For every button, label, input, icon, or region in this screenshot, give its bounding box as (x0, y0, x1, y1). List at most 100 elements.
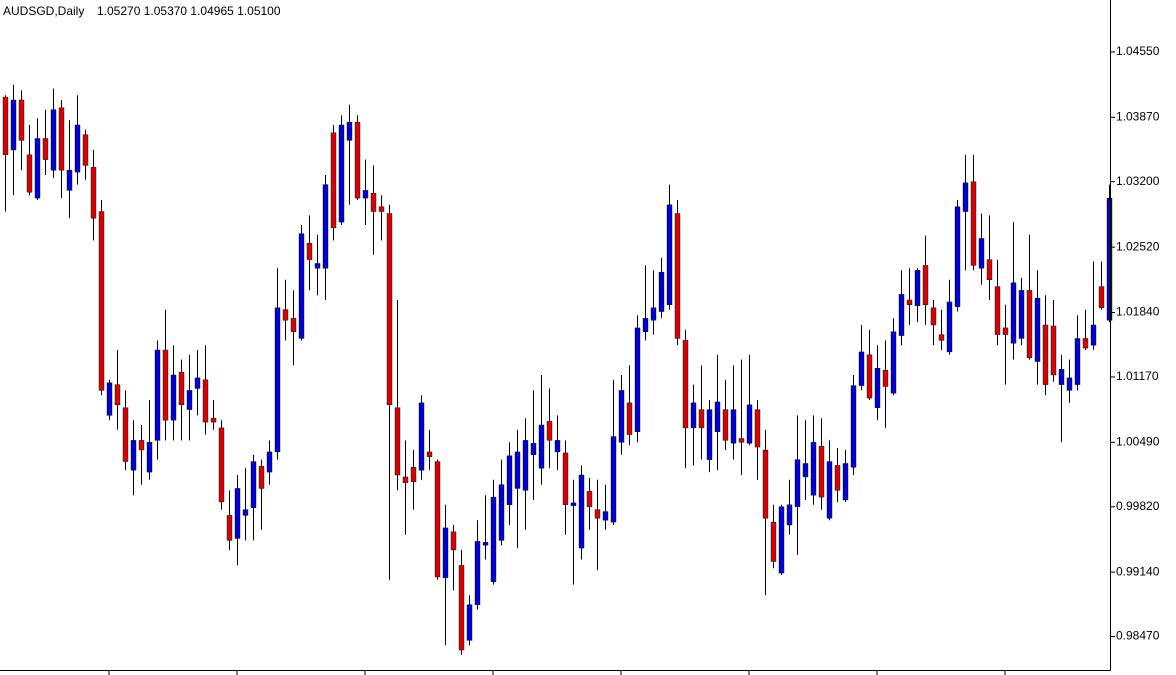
candle-body (434, 461, 441, 578)
candle-body (818, 445, 825, 498)
candle-body (314, 263, 321, 269)
candle-body (618, 390, 625, 443)
candle-body (810, 442, 817, 496)
candle-body (1050, 325, 1057, 376)
candle-body (82, 134, 89, 166)
candle-body (514, 451, 521, 489)
candle-body (858, 351, 865, 386)
y-tick-label: 0.99820 (1116, 499, 1160, 513)
candle-body (674, 213, 681, 339)
candle-body (850, 385, 857, 468)
candle-body (650, 307, 657, 321)
candle-body (506, 455, 513, 506)
candle-body (1002, 327, 1009, 335)
y-tick-label: 1.02520 (1116, 239, 1160, 253)
candle-body (242, 509, 249, 516)
candle-body (474, 541, 481, 606)
candle-body (378, 206, 385, 212)
candle-body (1010, 282, 1017, 344)
candle-body (594, 509, 601, 519)
plot-area (2, 84, 1113, 655)
candle-body (98, 211, 105, 391)
candle-body (610, 436, 617, 523)
candle-body (354, 121, 361, 199)
candle-body (546, 420, 553, 441)
candle-body (202, 379, 209, 423)
candle-body (170, 374, 177, 421)
candle-body (274, 307, 281, 453)
candle-body (466, 604, 473, 641)
candle-body (10, 99, 17, 151)
candle-body (754, 409, 761, 448)
candle-body (770, 521, 777, 562)
candle-body (330, 132, 337, 229)
candle-body (570, 502, 577, 506)
candle-body (866, 354, 873, 399)
candle-body (90, 167, 97, 219)
y-tick-label: 1.01170 (1116, 369, 1159, 383)
candle-body (418, 402, 425, 471)
candle-body (746, 404, 753, 444)
candle-body (970, 181, 977, 266)
candle-body (106, 382, 113, 416)
candle-body (554, 440, 561, 453)
candle-body (978, 238, 985, 269)
candle-body (522, 440, 529, 491)
candle-body (402, 476, 409, 483)
y-tick-label: 0.99140 (1116, 564, 1160, 578)
candle-body (2, 96, 9, 156)
candle-body (1066, 377, 1073, 391)
candle-body (842, 463, 849, 501)
y-tick-label: 1.03870 (1116, 109, 1160, 123)
y-tick-label: 1.03200 (1116, 174, 1160, 188)
candle-body (66, 169, 73, 191)
candle-body (1074, 338, 1081, 385)
candle-body (226, 515, 233, 541)
candle-body (498, 484, 505, 541)
chart-title: AUDSGD,Daily (3, 4, 84, 18)
candle-body (834, 465, 841, 491)
candle-body (1106, 197, 1113, 321)
candle-body (146, 442, 153, 473)
candle-body (922, 265, 929, 306)
candle-body (586, 491, 593, 507)
candle-body (906, 299, 913, 306)
candle-body (458, 565, 465, 651)
candle-body (1018, 290, 1025, 339)
candle-body (802, 463, 809, 478)
candle-body (986, 259, 993, 281)
candle-body (266, 451, 273, 473)
candle-body (530, 443, 537, 456)
candle-body (130, 440, 137, 471)
candle-body (1034, 297, 1041, 362)
candle-body (282, 309, 289, 321)
candle-body (218, 427, 225, 503)
candle-body (290, 318, 297, 332)
candle-body (1026, 290, 1033, 358)
candle-body (762, 449, 769, 519)
candle-body (50, 109, 57, 171)
candle-body (194, 377, 201, 389)
candle-body (930, 307, 937, 326)
candle-body (138, 440, 145, 451)
candle-body (114, 384, 121, 406)
candle-body (154, 349, 161, 441)
y-tick-label: 1.01840 (1116, 305, 1160, 319)
candle-body (698, 409, 705, 429)
candle-body (682, 340, 689, 429)
candle-body (442, 527, 449, 579)
candle-body (786, 504, 793, 526)
candle-body (210, 418, 217, 423)
candle-body (1090, 324, 1097, 346)
candle-body (778, 506, 785, 574)
candle-body (58, 107, 65, 171)
candle-body (162, 349, 169, 421)
candle-body (994, 286, 1001, 335)
y-tick-label: 0.98470 (1116, 629, 1160, 643)
candle-body (298, 233, 305, 339)
candle-body (346, 121, 353, 141)
candle-body (794, 459, 801, 507)
candle-body (626, 402, 633, 435)
